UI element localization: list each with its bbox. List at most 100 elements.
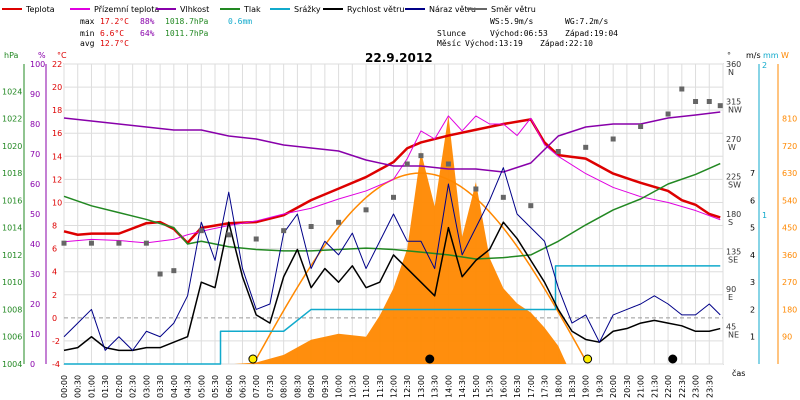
direction-compass-tick: SW: [728, 181, 741, 190]
direction-compass-tick: NE: [728, 331, 739, 340]
direction-compass-tick: W: [728, 143, 736, 152]
wind-direction-point: [610, 136, 616, 142]
time-tick: 23:30: [705, 375, 714, 398]
temperature-tick: 16: [52, 129, 62, 138]
solar-tick: 810: [782, 115, 797, 124]
direction-compass-tick: NW: [728, 106, 742, 115]
humidity-tick: 0: [30, 360, 35, 369]
wind-direction-point: [473, 186, 479, 192]
direction-tick: 45: [726, 323, 736, 332]
humidity-tick: 10: [30, 330, 40, 339]
pressure-tick: 1010: [2, 278, 22, 287]
time-tick: 05:00: [197, 375, 206, 398]
temperature-tick: 0: [52, 314, 57, 323]
time-tick: 04:00: [170, 375, 179, 398]
direction-tick: 270: [726, 135, 741, 144]
wind-tick: 3: [750, 278, 755, 287]
stat-temp: 17.2°C: [100, 17, 129, 26]
solar-tick: 90: [782, 333, 792, 342]
temperature-tick: -2: [52, 337, 60, 346]
wind-direction-point: [88, 240, 94, 246]
wind-direction-point: [555, 149, 561, 154]
sun-moon-marker: [583, 354, 593, 364]
solar-radiation-area: [64, 115, 721, 364]
legend-label: Teplota: [25, 5, 55, 14]
series-line: [63, 118, 721, 245]
temperature-tick: 22: [52, 60, 62, 69]
wind-direction-point: [226, 232, 232, 238]
wind-direction-point: [693, 99, 699, 104]
time-tick: 12:00: [390, 375, 399, 398]
legend-label: Srážky: [294, 5, 321, 14]
series-line: [63, 111, 721, 173]
time-tick: 10:00: [335, 375, 344, 398]
sun-moon-marker: [425, 354, 435, 364]
time-tick: 13:30: [431, 375, 440, 398]
wind-gust-stat: WG:7.2m/s: [565, 17, 609, 26]
time-tick: 12:30: [403, 375, 412, 398]
series-line: [63, 221, 721, 352]
humidity-tick: 90: [30, 90, 40, 99]
wind-direction-point: [308, 224, 314, 229]
solar-tick: 180: [782, 305, 797, 314]
time-tick: 06:30: [238, 375, 247, 398]
series-line: [64, 265, 721, 365]
wind-tick: 6: [750, 196, 755, 205]
wind-direction-point: [391, 194, 396, 200]
wind-direction-point: [717, 103, 723, 109]
time-tick: 06:00: [225, 375, 234, 398]
stat-humidity: 88%: [140, 17, 155, 26]
solar-tick: 360: [782, 251, 797, 260]
wind-direction-point: [418, 153, 424, 159]
time-tick: 02:30: [129, 375, 138, 398]
time-tick: 00:30: [74, 375, 83, 398]
wind-tick: 4: [750, 251, 755, 260]
wind-direction-point: [706, 99, 712, 104]
time-tick: 07:00: [252, 375, 261, 398]
wind-tick: 2: [750, 305, 755, 314]
wind-direction-point: [445, 161, 451, 167]
time-tick: 19:00: [582, 375, 591, 398]
sunrise: Východ:06:53: [490, 29, 548, 38]
time-tick: 00:00: [60, 375, 69, 398]
time-tick: 14:00: [444, 375, 453, 398]
time-tick: 10:30: [348, 375, 357, 398]
pressure-tick: 1008: [2, 305, 22, 314]
stat-temp: 12.7°C: [100, 39, 129, 48]
stats-header: max 17.2°C 88% 1018.7hPa 0.6mm min 6.6°C 64% 101…: [80, 17, 618, 65]
pressure-tick: 1004: [2, 360, 22, 369]
direction-tick: 225: [726, 173, 741, 182]
direction-compass-tick: S: [728, 218, 733, 227]
time-tick: 20:30: [623, 375, 632, 398]
direction-compass-tick: N: [728, 68, 734, 77]
temperature-tick: 20: [52, 83, 62, 92]
wind-direction-point: [528, 203, 534, 209]
sun-arc: [252, 172, 587, 365]
time-tick: 09:00: [307, 375, 316, 398]
wind-direction-point: [679, 86, 685, 92]
pressure-tick: 1020: [2, 142, 22, 151]
temperature-tick: -4: [52, 360, 60, 369]
time-tick: 22:00: [664, 375, 673, 398]
time-tick: 16:00: [499, 375, 508, 398]
legend-label: Náraz větru: [429, 5, 476, 14]
humidity-axis-unit: %: [38, 51, 46, 60]
wind-direction-point: [157, 271, 163, 277]
moon-label: Měsíc: [437, 39, 461, 48]
stat-pressure: 1018.7hPa: [165, 17, 209, 26]
wind-direction-point: [61, 240, 67, 246]
wind-direction-point: [363, 207, 369, 213]
temperature-tick: 6: [52, 245, 57, 254]
humidity-tick: 80: [30, 120, 40, 129]
time-tick: 08:30: [293, 375, 302, 398]
time-tick: 13:00: [417, 375, 426, 398]
humidity-tick: 40: [30, 240, 40, 249]
wind-tick: 1: [750, 333, 755, 342]
series-line: [63, 167, 721, 351]
wind-tick: 7: [750, 169, 755, 178]
series-line: [63, 115, 721, 244]
temperature-tick: 18: [52, 106, 62, 115]
solar-axis-unit: W: [781, 51, 789, 60]
time-tick: 21:30: [650, 375, 659, 398]
